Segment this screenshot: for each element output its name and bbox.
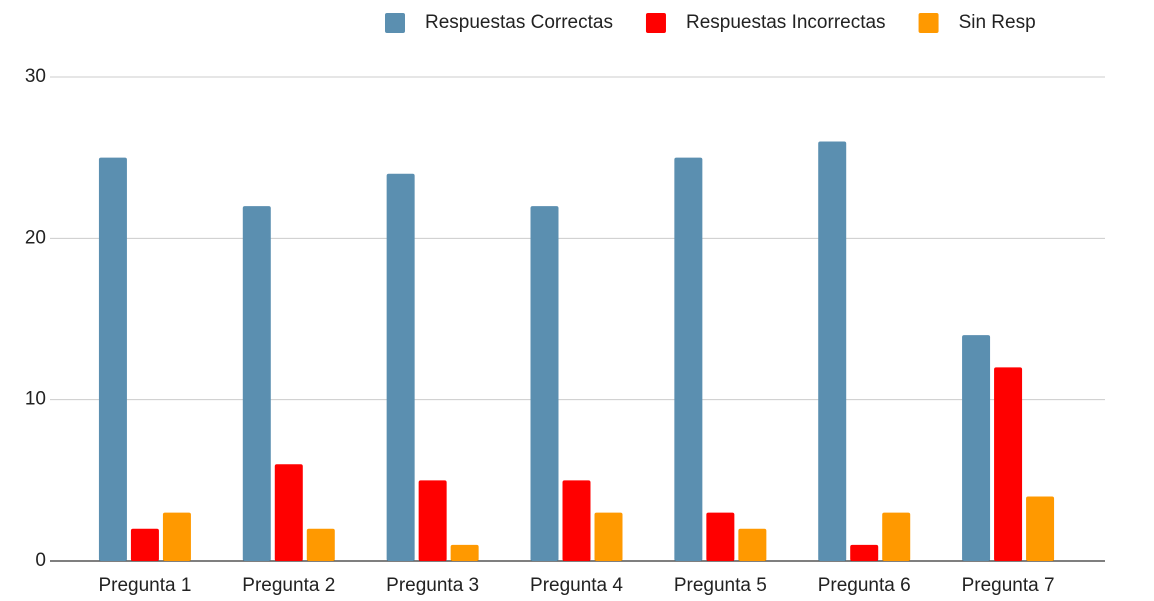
bar bbox=[562, 480, 591, 561]
x-tick-label: Pregunta 1 bbox=[98, 575, 191, 596]
bar bbox=[1026, 496, 1055, 561]
legend-swatch bbox=[645, 13, 666, 33]
bar bbox=[386, 173, 415, 562]
legend-swatch bbox=[385, 13, 405, 33]
bar bbox=[130, 528, 159, 561]
y-tick-label: 10 bbox=[25, 389, 46, 410]
x-tick-label: Pregunta 6 bbox=[818, 575, 911, 596]
bar bbox=[530, 206, 559, 562]
bar bbox=[98, 157, 127, 561]
bar bbox=[882, 512, 911, 561]
bar bbox=[994, 367, 1023, 561]
legend-swatch bbox=[918, 13, 939, 33]
bar bbox=[418, 480, 447, 561]
bar bbox=[706, 512, 735, 561]
bar bbox=[242, 206, 271, 562]
bar bbox=[306, 528, 335, 561]
x-tick-label: Pregunta 3 bbox=[386, 575, 479, 596]
x-tick-label: Pregunta 5 bbox=[674, 575, 767, 596]
y-tick-label: 0 bbox=[35, 550, 46, 571]
bar bbox=[850, 544, 879, 561]
x-tick-label: Pregunta 4 bbox=[530, 575, 623, 596]
legend-label: Respuestas Correctas bbox=[425, 12, 613, 33]
bar bbox=[738, 528, 767, 561]
bar bbox=[274, 464, 303, 561]
bar bbox=[450, 544, 479, 561]
bar bbox=[962, 335, 991, 561]
legend-label: Sin Resp bbox=[959, 12, 1036, 33]
x-tick-label: Pregunta 7 bbox=[962, 575, 1055, 596]
x-tick-label: Pregunta 2 bbox=[242, 575, 335, 596]
y-tick-label: 30 bbox=[25, 66, 46, 87]
bar bbox=[162, 512, 191, 561]
y-tick-label: 20 bbox=[25, 227, 46, 248]
bar bbox=[674, 157, 703, 561]
bar bbox=[594, 512, 623, 561]
legend-label: Respuestas Incorrectas bbox=[686, 12, 886, 33]
bar bbox=[818, 141, 847, 562]
